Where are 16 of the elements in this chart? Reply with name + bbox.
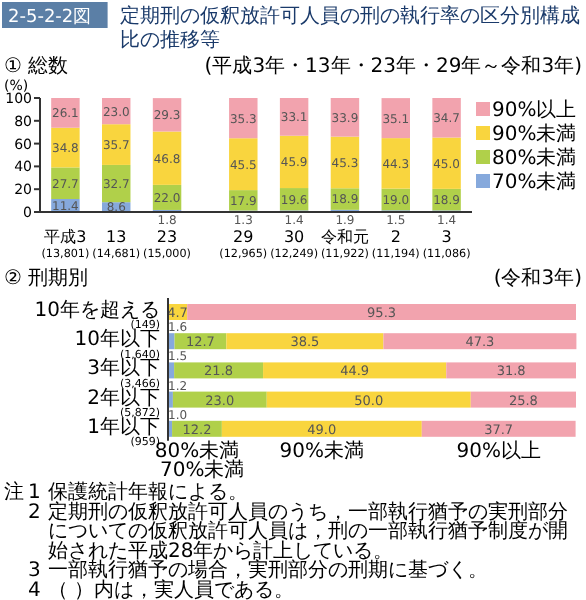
legend-label: 80%未満 xyxy=(492,146,577,170)
series-label: 90%以上 xyxy=(456,439,541,463)
legend-label: 90%以上 xyxy=(492,98,577,122)
legend-label: 90%未満 xyxy=(492,122,577,146)
text: 1 保護統計年報による。 xyxy=(28,480,248,504)
chart-subtitle: ② 刑期別 xyxy=(4,266,89,290)
legend-label: 70%未満 xyxy=(492,170,577,194)
series-label: 90%未満 xyxy=(279,439,365,463)
text: 4 （ ）内は，実人員である。 xyxy=(28,578,295,600)
text: 注 xyxy=(4,480,24,504)
text: (令和3年) xyxy=(493,266,583,290)
chart-subtitle: ① 総数 xyxy=(4,54,69,78)
text: 2-5-2-2図 xyxy=(8,8,92,28)
chart-title: 定期刑の仮釈放許可人員の刑の執行率の区分別構成比の推移等 xyxy=(120,4,580,52)
text: (平成3年・13年・23年・29年～令和3年) xyxy=(204,54,583,78)
series-label: 70%未満 xyxy=(160,458,245,482)
